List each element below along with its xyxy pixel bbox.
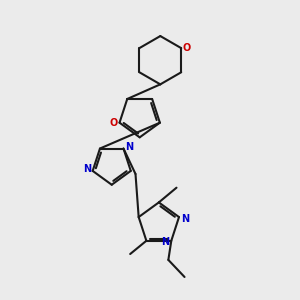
Text: N: N — [161, 237, 169, 247]
Text: N: N — [83, 164, 91, 174]
Text: O: O — [110, 118, 118, 128]
Text: N: N — [125, 142, 134, 152]
Text: N: N — [181, 214, 189, 224]
Text: O: O — [182, 43, 190, 53]
